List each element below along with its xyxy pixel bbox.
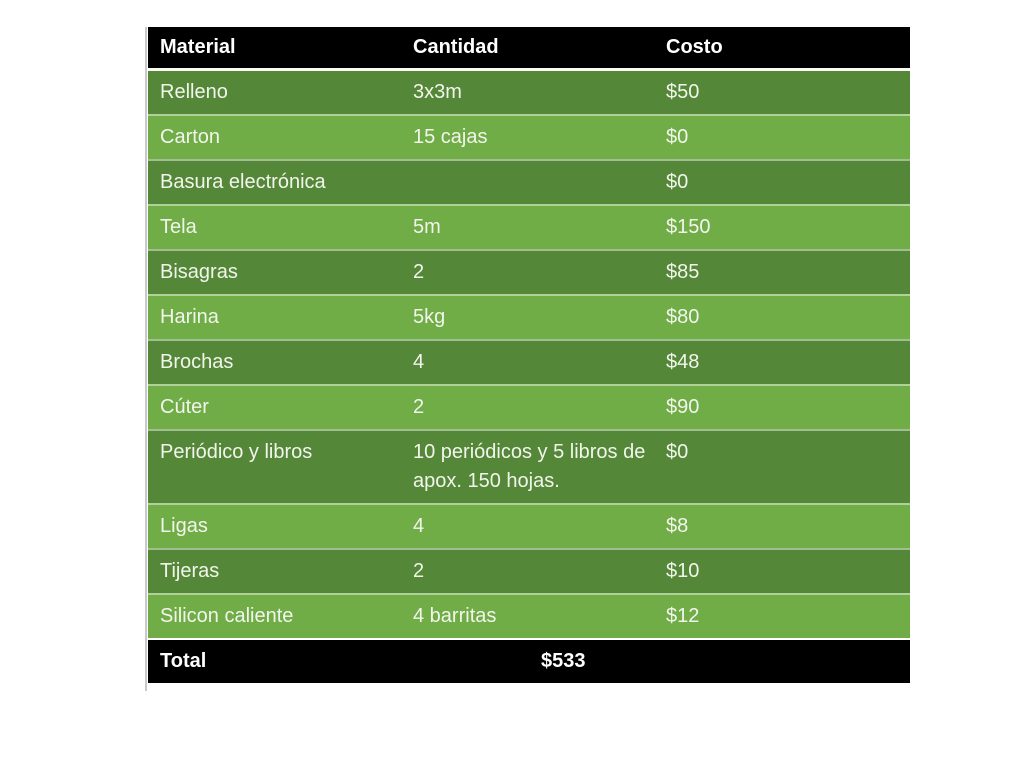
header-costo: Costo: [666, 36, 723, 58]
table-row: Carton 15 cajas $0: [148, 114, 910, 159]
cantidad-cell: 2: [413, 396, 425, 418]
costo-cell: $12: [666, 605, 700, 627]
table-row: Relleno 3x3m $50: [148, 71, 910, 114]
cantidad-cell: 4 barritas: [413, 605, 497, 627]
costo-cell: $150: [666, 216, 711, 238]
material-cell: Basura electrónica: [160, 171, 326, 193]
costo-cell: $90: [666, 396, 700, 418]
cantidad-cell: 10 periódicos y 5 libros de apox. 150 ho…: [413, 441, 646, 492]
header-material: Material: [160, 36, 236, 58]
cantidad-cell: 5m: [413, 216, 441, 238]
material-cell: Periódico y libros: [160, 441, 313, 463]
costo-cell: $0: [666, 126, 689, 148]
total-label: Total: [160, 650, 207, 672]
cantidad-cell: 5kg: [413, 306, 446, 328]
cantidad-cell: 4: [413, 351, 425, 373]
cantidad-cell: [401, 161, 654, 204]
material-cell: Cúter: [160, 396, 209, 418]
table-row: Brochas 4 $48: [148, 339, 910, 384]
cantidad-cell: 15 cajas: [413, 126, 488, 148]
table-row: Bisagras 2 $85: [148, 249, 910, 294]
table-row: Basura electrónica $0: [148, 159, 910, 204]
cantidad-cell: 3x3m: [413, 81, 462, 103]
total-row: Total $533: [148, 638, 910, 683]
material-cell: Bisagras: [160, 261, 238, 283]
table-left-border: [145, 27, 147, 691]
header-cantidad: Cantidad: [413, 36, 499, 58]
table-row: Silicon caliente 4 barritas $12: [148, 593, 910, 638]
costo-cell: $48: [666, 351, 700, 373]
costo-cell: $80: [666, 306, 700, 328]
table-row: Periódico y libros 10 periódicos y 5 lib…: [148, 429, 910, 503]
costo-cell: $0: [666, 171, 689, 193]
costo-cell: $85: [666, 261, 700, 283]
cantidad-cell: 2: [413, 560, 425, 582]
total-empty-cell: [654, 640, 910, 683]
material-cell: Harina: [160, 306, 219, 328]
material-cell: Ligas: [160, 515, 208, 537]
costo-cell: $8: [666, 515, 689, 537]
table-row: Harina 5kg $80: [148, 294, 910, 339]
table-row: Tijeras 2 $10: [148, 548, 910, 593]
total-value: $533: [541, 650, 586, 672]
costo-cell: $0: [666, 441, 689, 463]
table-row: Cúter 2 $90: [148, 384, 910, 429]
material-cell: Brochas: [160, 351, 234, 373]
cantidad-cell: 2: [413, 261, 425, 283]
costo-cell: $50: [666, 81, 700, 103]
material-cell: Tijeras: [160, 560, 220, 582]
material-cell: Relleno: [160, 81, 228, 103]
table-header-row: Material Cantidad Costo: [148, 27, 910, 71]
costo-cell: $10: [666, 560, 700, 582]
table-row: Tela 5m $150: [148, 204, 910, 249]
material-cell: Tela: [160, 216, 197, 238]
material-cell: Carton: [160, 126, 221, 148]
table-row: Ligas 4 $8: [148, 503, 910, 548]
material-cell: Silicon caliente: [160, 605, 294, 627]
cantidad-cell: 4: [413, 515, 425, 537]
materials-cost-table: Material Cantidad Costo Relleno 3x3m $50…: [145, 27, 910, 691]
